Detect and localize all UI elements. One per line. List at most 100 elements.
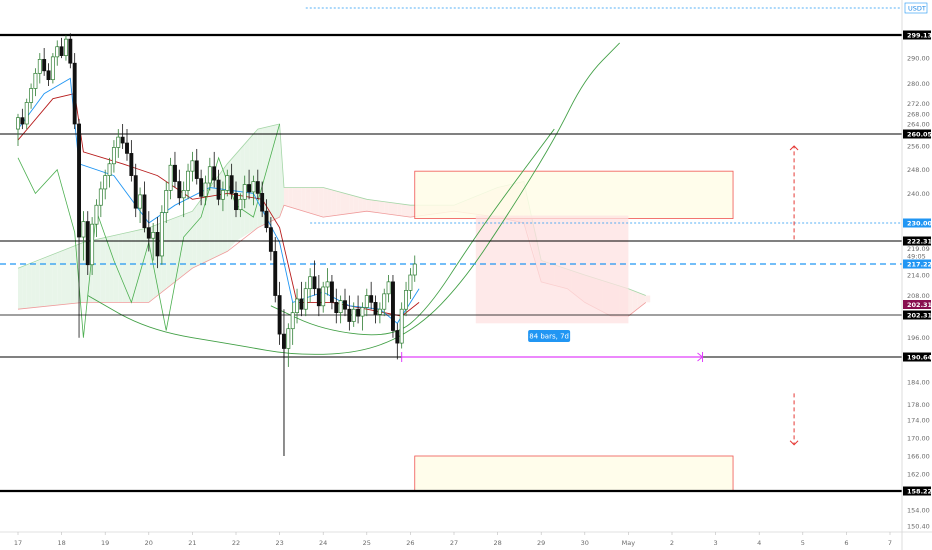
candle[interactable]: [199, 169, 204, 206]
candle[interactable]: [334, 288, 339, 324]
candle[interactable]: [351, 302, 356, 327]
candle[interactable]: [50, 53, 55, 84]
candle-body: [391, 281, 395, 331]
candle[interactable]: [138, 187, 143, 223]
candle[interactable]: [286, 323, 291, 367]
candle[interactable]: [120, 123, 125, 149]
candle[interactable]: [369, 281, 374, 310]
candle[interactable]: [164, 181, 169, 223]
candle[interactable]: [234, 181, 238, 218]
candle[interactable]: [273, 237, 278, 303]
currency-button[interactable]: [904, 2, 928, 14]
demand-zone-box[interactable]: [414, 455, 734, 492]
candle[interactable]: [129, 140, 134, 182]
candle[interactable]: [255, 169, 260, 200]
candle[interactable]: [408, 268, 413, 299]
candle[interactable]: [343, 288, 347, 317]
candle[interactable]: [360, 302, 365, 331]
candle[interactable]: [260, 181, 265, 218]
candle[interactable]: [173, 151, 177, 188]
candle[interactable]: [177, 169, 182, 206]
candle[interactable]: [373, 295, 378, 324]
candle[interactable]: [125, 129, 129, 161]
candle[interactable]: [55, 40, 60, 66]
candle[interactable]: [64, 35, 68, 61]
candle[interactable]: [203, 175, 208, 206]
candle[interactable]: [242, 175, 247, 209]
candle[interactable]: [81, 211, 86, 261]
candle[interactable]: [225, 169, 230, 197]
candle[interactable]: [338, 295, 343, 324]
currency-label[interactable]: USDT: [908, 4, 926, 12]
candle[interactable]: [29, 83, 34, 109]
candle[interactable]: [77, 118, 81, 338]
candle[interactable]: [133, 163, 138, 218]
candle[interactable]: [316, 275, 321, 317]
candle[interactable]: [159, 205, 164, 265]
candle[interactable]: [216, 169, 221, 206]
candle[interactable]: [356, 295, 361, 324]
candle[interactable]: [111, 140, 116, 173]
candle[interactable]: [90, 217, 95, 276]
candle[interactable]: [308, 268, 313, 303]
candle[interactable]: [68, 33, 73, 69]
candle[interactable]: [303, 281, 308, 317]
candle[interactable]: [229, 163, 234, 200]
candle[interactable]: [155, 217, 160, 269]
candle[interactable]: [59, 37, 64, 59]
candle[interactable]: [312, 260, 317, 296]
candle[interactable]: [94, 199, 99, 238]
candle[interactable]: [33, 68, 38, 97]
candle[interactable]: [264, 199, 269, 233]
candle[interactable]: [220, 181, 225, 212]
candle[interactable]: [186, 163, 190, 200]
candle[interactable]: [386, 275, 391, 303]
candle[interactable]: [103, 169, 108, 200]
candle[interactable]: [377, 302, 382, 324]
candle[interactable]: [146, 211, 151, 252]
candle[interactable]: [238, 193, 243, 218]
candle[interactable]: [37, 53, 42, 84]
candle[interactable]: [212, 151, 217, 188]
candle[interactable]: [404, 281, 408, 317]
candle[interactable]: [116, 129, 121, 158]
candle[interactable]: [325, 268, 330, 296]
projection-box[interactable]: [475, 215, 629, 324]
candle[interactable]: [24, 98, 29, 130]
candle[interactable]: [295, 288, 299, 324]
supply-zone-box[interactable]: [414, 170, 734, 219]
candle[interactable]: [85, 211, 90, 276]
candle[interactable]: [168, 157, 173, 200]
candle[interactable]: [412, 255, 417, 282]
candle[interactable]: [268, 217, 273, 261]
parabolic-support-curve[interactable]: [87, 42, 621, 355]
candle[interactable]: [72, 53, 77, 130]
candle[interactable]: [382, 288, 387, 317]
candle[interactable]: [321, 281, 326, 313]
candle[interactable]: [399, 302, 404, 349]
candle[interactable]: [46, 63, 51, 86]
candle[interactable]: [42, 47, 47, 76]
candle[interactable]: [277, 281, 282, 345]
candle[interactable]: [364, 288, 369, 317]
candle[interactable]: [142, 181, 147, 233]
candle[interactable]: [20, 108, 25, 130]
candle[interactable]: [16, 113, 20, 146]
candle[interactable]: [107, 157, 112, 188]
candle[interactable]: [190, 151, 195, 182]
candle[interactable]: [247, 169, 252, 200]
candle[interactable]: [194, 148, 199, 185]
candle[interactable]: [347, 295, 352, 331]
candle[interactable]: [181, 181, 186, 218]
candle[interactable]: [290, 302, 295, 345]
candle[interactable]: [251, 175, 256, 206]
candle[interactable]: [299, 281, 304, 317]
candle[interactable]: [391, 275, 395, 338]
candle[interactable]: [151, 223, 156, 261]
candle[interactable]: [329, 275, 334, 310]
candle[interactable]: [395, 323, 400, 360]
candle[interactable]: [98, 181, 103, 218]
candle[interactable]: [207, 157, 212, 191]
